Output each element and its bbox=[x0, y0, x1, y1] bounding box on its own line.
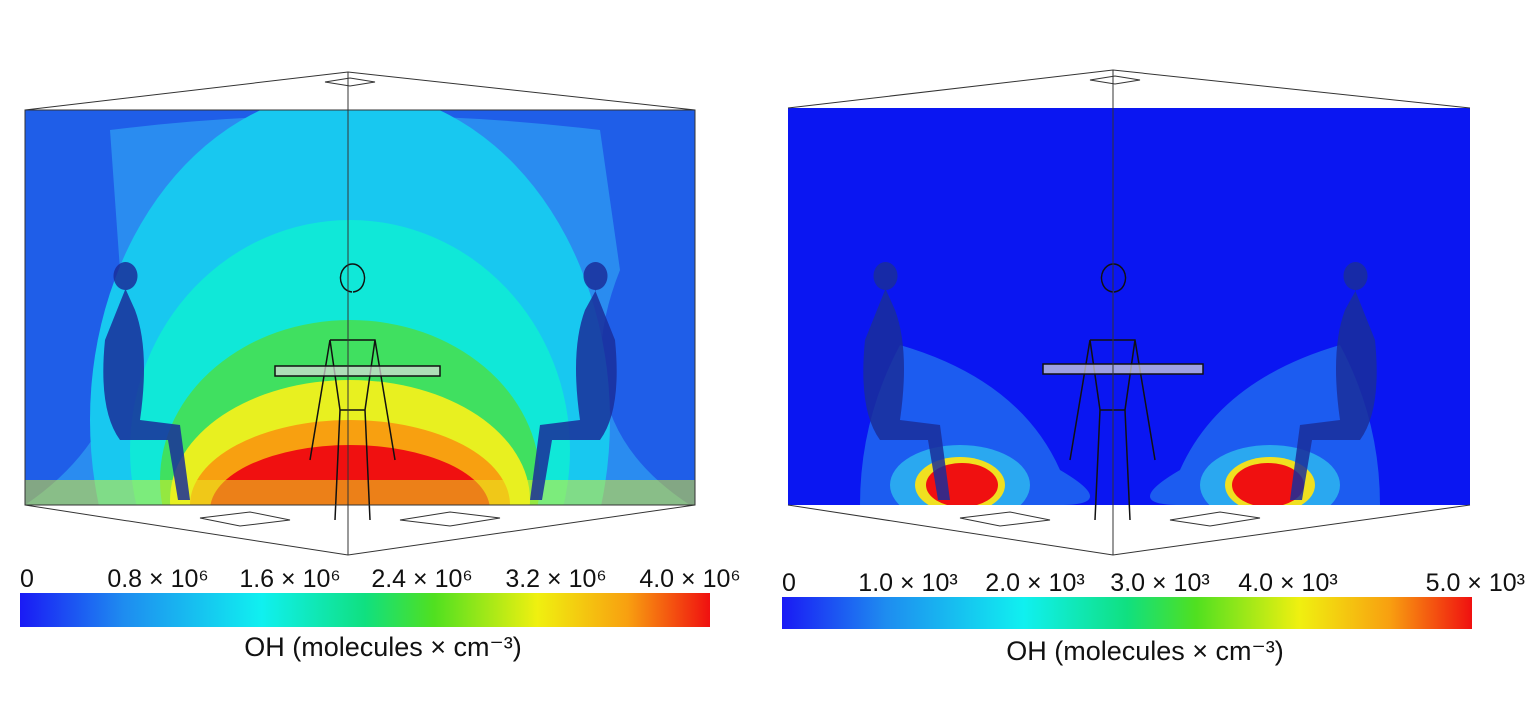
colorbar-tick-label: 1.0 × 10³ bbox=[858, 569, 957, 597]
wireframe bbox=[24, 69, 1471, 556]
colorbar-tick-label: 0.8 × 10⁶ bbox=[107, 565, 208, 593]
colorbar-label: OH (molecules × cm⁻³) bbox=[1006, 636, 1284, 666]
colorbar-tick-label: 0 bbox=[782, 569, 796, 597]
colorbar-tick-label: 2.0 × 10³ bbox=[985, 569, 1084, 597]
colorbar-tick-label: 3.0 × 10³ bbox=[1110, 569, 1209, 597]
figures bbox=[103, 262, 1377, 500]
field-left bbox=[25, 110, 695, 505]
labels: 0 0.8 × 10⁶ 1.6 × 10⁶ 2.4 × 10⁶ 3.2 × 10⁶ 4.0… bbox=[20, 565, 1525, 666]
colorbar-tick-label: 4.0 × 10³ bbox=[1238, 569, 1337, 597]
colorbar-tick-label: 2.4 × 10⁶ bbox=[371, 565, 472, 593]
colorbar bbox=[20, 593, 710, 627]
colorbar bbox=[782, 597, 1472, 629]
colorbar-tick-label: 1.6 × 10⁶ bbox=[239, 565, 340, 593]
colorbar-label: OH (molecules × cm⁻³) bbox=[244, 632, 522, 662]
colorbar-tick-label: 0 bbox=[20, 565, 34, 593]
center-figures bbox=[274, 263, 1204, 521]
colorbar-tick-label: 5.0 × 10³ bbox=[1426, 569, 1525, 597]
colorbar-tick-label: 4.0 × 10⁶ bbox=[639, 565, 740, 593]
colorbar-tick-label: 3.2 × 10⁶ bbox=[505, 565, 606, 593]
